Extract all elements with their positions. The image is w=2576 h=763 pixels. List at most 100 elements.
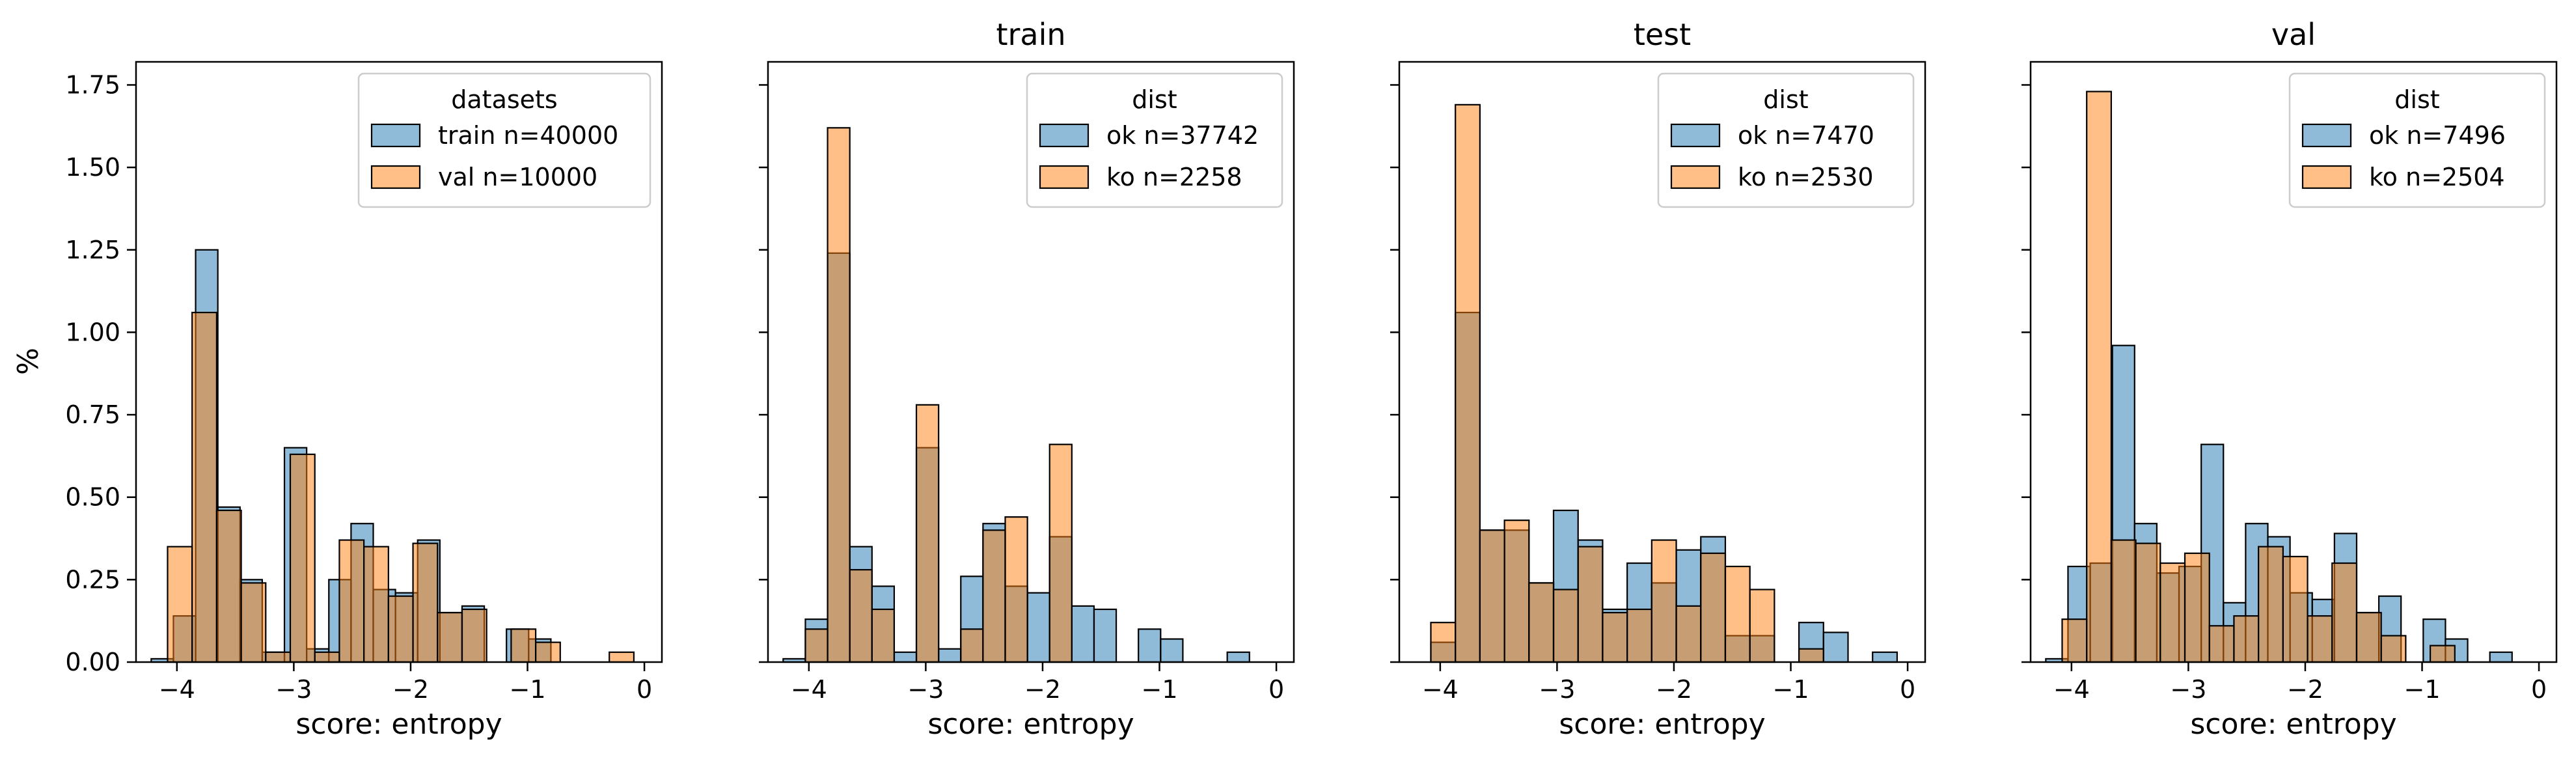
y-tick-label: 1.75 [65,70,120,99]
histogram-bar [2233,615,2260,663]
histogram-bar [215,509,242,663]
x-tick-label: 0 [1268,675,1284,704]
histogram-bar [2307,615,2333,663]
x-tick-label: 0 [2531,675,2547,704]
legend-entry: ok n=7496 [2369,121,2506,150]
legend-swatch [1670,165,1721,189]
series-2 [2061,90,2456,663]
x-tick-label: −2 [392,675,429,704]
x-axis-label: score: entropy [1559,708,1765,741]
legend-swatch [370,123,421,148]
legend-title: dist [1132,85,1177,114]
legend-entry: ko n=2504 [2369,163,2505,191]
legend: dist ok n=7470 ko n=2530 [1657,72,1915,208]
histogram-bar [1724,565,1751,663]
legend-box [2288,72,2546,208]
legend-entry: ko n=2530 [1738,163,1874,191]
legend-title: dist [2394,85,2439,114]
legend: dist ok n=37742 ko n=2258 [1026,72,1283,208]
histogram-bar [1651,539,1677,663]
histogram-bar [1822,631,1849,663]
histogram-bar [265,651,292,663]
histogram-bar [1160,638,1184,663]
histogram-bar [2355,611,2382,663]
y-axis-label: % [12,348,45,375]
legend-title: datasets [451,85,557,114]
histogram-bar [314,651,340,663]
histogram-bar [191,311,217,663]
histogram-bar [1700,552,1727,663]
legend-entry: train n=40000 [438,121,618,150]
legend-swatch [1670,123,1721,148]
histogram-bar [289,453,316,663]
x-tick-label: −4 [159,675,195,704]
legend-box [357,72,651,208]
histogram-panel-3: −4 −3 −2 −1 0 score: entropy test dist ok n=7470… [1390,17,1926,741]
x-tick-label: 0 [1900,675,1915,704]
histogram-bar [1749,589,1775,663]
axes-frame [2029,61,2558,663]
y-tick-label: 0.50 [65,483,120,512]
axes-frame [135,61,663,663]
legend-swatch [1039,123,1089,148]
histogram-panel-1: −4 −3 −2 −1 0 0.00 0.25 0.50 0.75 1.00 1.25 1.50 1.7… [65,61,663,741]
axes-frame [1398,61,1926,663]
histogram-bar [915,404,940,663]
x-tick-label: −1 [1141,675,1177,704]
histogram-bar [2282,555,2309,663]
histogram-bar [871,608,896,663]
histogram-bar [1138,628,1162,663]
x-tick-label: −4 [1422,675,1459,704]
legend-swatch [2301,123,2352,148]
histogram-bar [2331,562,2358,663]
x-axis-label: score: entropy [927,708,1134,741]
x-axis-label: score: entropy [295,708,502,741]
histogram-bar [2489,651,2513,663]
histogram-bar [240,582,267,663]
x-tick-label: −2 [1656,675,1692,704]
legend-box [1026,72,1283,208]
histogram-bar [2429,645,2456,663]
histogram-bar [2258,546,2284,663]
histogram-bar [1602,611,1628,663]
histogram-bar [827,127,851,663]
histogram-bar [461,608,487,663]
legend: dist ok n=7496 ko n=2504 [2288,72,2546,208]
histogram-bar [1430,622,1457,663]
histogram-bar [1479,529,1505,663]
y-tick-label: 1.50 [65,153,120,182]
histogram-bar [2208,625,2235,663]
x-tick-label: −2 [1024,675,1061,704]
histogram-bar [338,539,365,663]
histogram-bar [1071,605,1095,663]
x-tick-label: −1 [2404,675,2440,704]
histogram-bar [1552,589,1579,663]
legend-swatch [370,165,421,189]
histogram-bar [2380,635,2407,663]
histogram-bar [167,546,193,663]
histogram-bar [960,628,984,663]
histogram-bar [1798,648,1824,663]
histogram-bar [1577,546,1604,663]
legend-swatch [2301,165,2352,189]
y-tick-label: 1.00 [65,318,120,346]
histogram-bar [2061,618,2088,663]
histogram-bar [893,651,918,663]
histogram-bar [2110,539,2137,663]
histogram-bar [412,542,439,663]
histogram-bar [1026,592,1050,663]
x-tick-label: −4 [2053,675,2090,704]
histogram-bar [2135,542,2161,663]
legend-swatch [1039,165,1089,189]
histogram-bar [1528,582,1555,663]
y-tick-label: 0.75 [65,400,120,429]
x-tick-label: −1 [509,675,545,704]
histogram-bar [1872,651,1898,663]
legend-title: dist [1763,85,1808,114]
histogram-bar [1226,651,1250,663]
histogram-bar [1004,516,1028,663]
histogram-bar [938,648,962,663]
histogram-bar [1093,608,1117,663]
legend-entry: ko n=2258 [1106,163,1242,191]
